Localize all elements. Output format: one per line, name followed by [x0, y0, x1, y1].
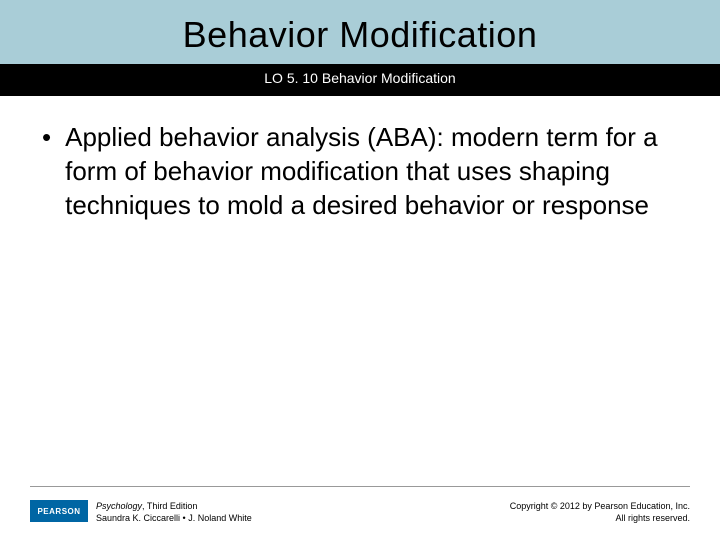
slide: Behavior Modification LO 5. 10 Behavior … — [0, 0, 720, 540]
book-info: Psychology, Third Edition Saundra K. Cic… — [96, 500, 252, 524]
slide-footer: PEARSON Psychology, Third Edition Saundr… — [0, 492, 720, 540]
slide-body: • Applied behavior analysis (ABA): moder… — [36, 120, 684, 222]
book-title: Psychology — [96, 501, 142, 511]
slide-title: Behavior Modification — [0, 14, 720, 56]
footer-divider — [30, 486, 690, 487]
copyright-line1: Copyright © 2012 by Pearson Education, I… — [510, 501, 690, 511]
slide-subtitle: LO 5. 10 Behavior Modification — [0, 70, 720, 86]
bullet-item: • Applied behavior analysis (ABA): moder… — [36, 120, 684, 222]
book-edition: , Third Edition — [142, 501, 197, 511]
bullet-text: Applied behavior analysis (ABA): modern … — [65, 120, 684, 222]
book-authors: Saundra K. Ciccarelli • J. Noland White — [96, 513, 252, 523]
copyright: Copyright © 2012 by Pearson Education, I… — [510, 500, 690, 524]
bullet-marker: • — [42, 120, 51, 154]
pearson-logo-text: PEARSON — [37, 507, 80, 516]
copyright-line2: All rights reserved. — [615, 513, 690, 523]
pearson-logo: PEARSON — [30, 500, 88, 522]
